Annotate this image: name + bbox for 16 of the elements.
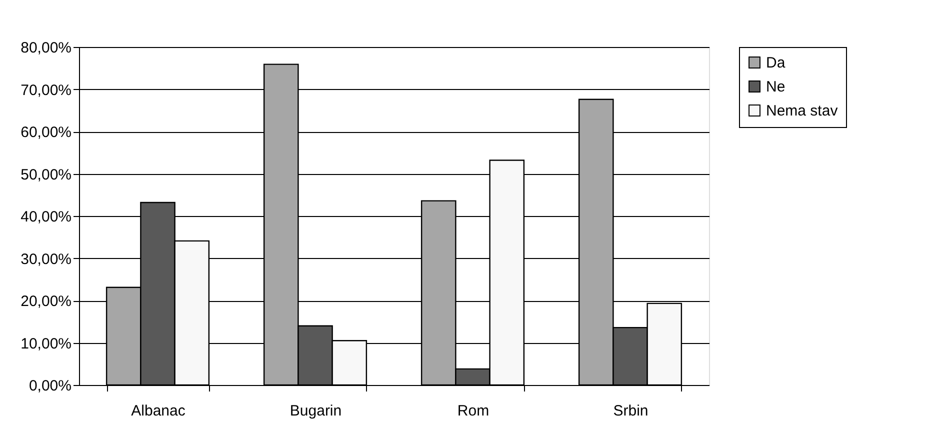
x-tick-label: Albanac	[131, 402, 186, 420]
y-tick-label: 70,00%	[20, 82, 72, 99]
x-tick-label: Srbin	[613, 402, 648, 420]
x-tick-label: Bugarin	[290, 402, 342, 420]
y-tick-label: 50,00%	[20, 166, 72, 184]
y-tick-label: 40,00%	[20, 208, 72, 226]
legend-label: Ne	[766, 78, 786, 96]
y-tick-label: 30,00%	[20, 250, 72, 268]
legend-label: Nema stav	[766, 102, 838, 120]
y-tick-label: 60,00%	[20, 124, 72, 141]
y-tick-label: 10,00%	[20, 335, 72, 352]
y-tick-label: 0,00%	[28, 378, 72, 394]
x-tick-label: Rom	[457, 402, 490, 420]
y-tick-label: 80,00%	[20, 40, 72, 56]
y-tick-label: 20,00%	[20, 293, 72, 310]
legend-label: Da	[766, 54, 786, 72]
